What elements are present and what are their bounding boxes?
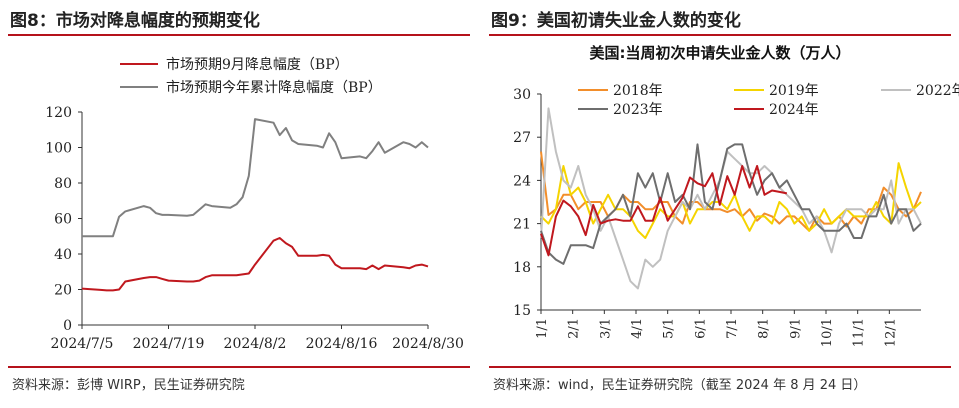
x-tick-label: 7/1 xyxy=(725,318,740,339)
y-tick-label: 20 xyxy=(54,283,72,299)
legend-label: 2022年 xyxy=(916,83,959,99)
legend-label: 市场预期9月降息幅度（BP） xyxy=(166,56,349,73)
right-panel: 图9：美国初请失业金人数的变化 美国:当周初次申请失业金人数（万人） 15 18 2… xyxy=(481,0,959,408)
y-tick-label: 18 xyxy=(513,260,531,276)
source-divider xyxy=(489,366,951,368)
x-tick-label: 9/1 xyxy=(788,318,803,339)
jobless-claims-chart: 15 18 21 24 27 30 1/1 2/1 3/1 4/1 5/1 6/1 7/1 8/1 9/1 1… xyxy=(513,83,959,347)
rate-cut-expectation-chart: 0 20 40 60 80 100 120 2024/7/5 2024/7/19 2024/8/2… xyxy=(45,56,464,352)
y-tick-label: 100 xyxy=(45,141,72,157)
title-divider xyxy=(8,34,470,36)
y-tick-label: 120 xyxy=(45,105,72,121)
y-tick-label: 27 xyxy=(513,130,531,146)
legend-label: 市场预期今年累计降息幅度（BP） xyxy=(166,79,382,96)
y-tick-label: 21 xyxy=(513,217,531,233)
x-tick-label: 4/1 xyxy=(630,318,645,339)
y-tick-label: 0 xyxy=(63,318,72,334)
series-line xyxy=(540,162,922,239)
y-tick-label: 24 xyxy=(513,173,531,189)
x-tick-label: 8/1 xyxy=(757,318,772,339)
source-divider xyxy=(8,366,470,368)
x-tick-label: 11/1 xyxy=(852,318,867,347)
series-line xyxy=(540,143,922,265)
x-tick-label: 12/1 xyxy=(883,318,898,347)
y-tick-label: 30 xyxy=(513,87,531,103)
x-tick-label: 1/1 xyxy=(535,318,550,339)
y-tick-label: 80 xyxy=(54,176,72,192)
y-tick-label: 15 xyxy=(513,303,531,319)
x-tick-label: 3/1 xyxy=(598,318,613,339)
legend-label: 2023年 xyxy=(613,102,663,118)
series-line xyxy=(540,107,922,290)
y-tick-label: 40 xyxy=(54,247,72,263)
x-tick-label: 2024/8/2 xyxy=(224,336,287,352)
series-line xyxy=(81,237,429,292)
figure-title-jobless-claims: 图9：美国初请失业金人数的变化 xyxy=(491,11,741,31)
title-divider xyxy=(489,34,951,36)
series-line xyxy=(540,151,922,232)
x-tick-label: 10/1 xyxy=(820,318,835,347)
left-panel: 图8：市场对降息幅度的预期变化 0 20 40 60 80 100 120 2024/7/5 2… xyxy=(0,0,478,408)
y-tick-label: 60 xyxy=(54,212,72,228)
chart-title: 美国:当周初次申请失业金人数（万人） xyxy=(589,44,851,62)
legend-label: 2018年 xyxy=(613,83,663,99)
legend-label: 2024年 xyxy=(769,102,819,118)
x-tick-label: 6/1 xyxy=(693,318,708,339)
x-tick-label: 5/1 xyxy=(662,318,677,339)
x-tick-label: 2024/7/5 xyxy=(51,336,114,352)
x-tick-label: 2/1 xyxy=(567,318,582,339)
source-note: 资料来源：wind，民生证券研究院（截至 2024 年 8 月 24 日） xyxy=(493,378,867,393)
x-tick-label: 2024/8/16 xyxy=(306,336,378,352)
source-note: 资料来源：彭博 WIRP，民生证券研究院 xyxy=(12,378,245,393)
series-line xyxy=(540,165,788,257)
x-tick-label: 2024/7/19 xyxy=(133,336,205,352)
figure-title-rate-cut: 图8：市场对降息幅度的预期变化 xyxy=(10,11,260,31)
series-line xyxy=(82,118,429,238)
x-tick-label: 2024/8/30 xyxy=(392,336,464,352)
legend-label: 2019年 xyxy=(769,83,819,99)
